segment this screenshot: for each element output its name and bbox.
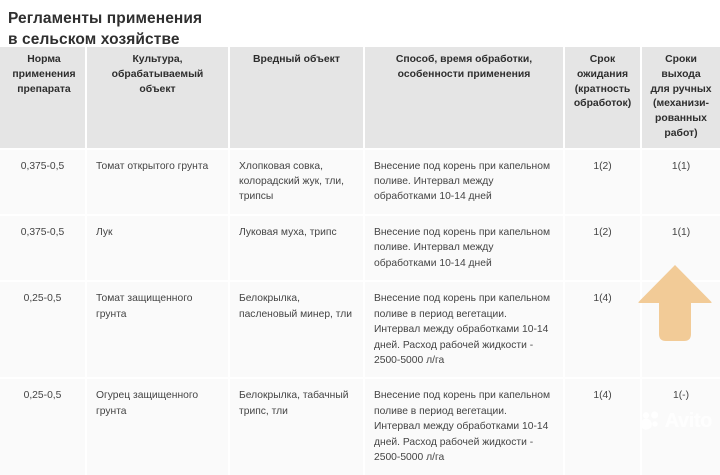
column-header-method-line-1: Способ, время обработки, [395,54,533,65]
cell-exit-period: 1(-) [640,379,720,475]
cell-method: Внесение под корень при капельном поливе… [363,215,563,283]
table-header-row: Норма применения препарата Культура, обр… [0,47,720,150]
cell-method: Внесение под корень при капельном поливе… [363,282,563,380]
column-header-pest: Вредный объект [228,47,363,150]
cell-exit-period: 1(1) [640,215,720,283]
cell-norm: 0,25-0,5 [0,282,85,380]
cell-pest: Белокрылка, табачный трипс, тли [228,379,363,475]
column-header-method-line-2: особенности применения [397,68,531,80]
cell-crop: Лук [85,215,228,283]
table-header: Норма применения препарата Культура, обр… [0,47,720,150]
page-title-line-1: Регламенты применения [8,10,203,27]
regulations-table: Норма применения препарата Культура, обр… [0,47,720,475]
column-header-pest-line-1: Вредный объект [253,54,340,65]
cell-waiting-period: 1(4) [563,282,640,380]
cell-norm: 0,25-0,5 [0,379,85,475]
cell-method: Внесение под корень при капельном поливе… [363,149,563,216]
cell-exit-period: 1(1) [640,149,720,216]
cell-crop: Огурец защищенного грунта [85,379,228,475]
column-header-wait-line-1: Срок [589,54,616,65]
cell-waiting-period: 1(2) [563,149,640,216]
column-header-norm-line-2: применения [12,68,76,80]
column-header-exit-line-2: выхода [661,68,701,80]
page-title-line-2: в сельском хозяйстве [8,30,180,48]
cell-waiting-period: 1(4) [563,379,640,475]
cell-crop: Томат защищенного грунта [85,282,228,380]
column-header-wait-line-3: (кратность [574,83,631,95]
column-header-norm: Норма применения препарата [0,47,85,150]
column-header-crop: Культура, обрабатываемый объект [85,47,228,150]
column-header-exit-line-1: Сроки [665,54,697,65]
column-header-exit-line-4: (механизи- [652,98,710,110]
table-body: 0,375-0,5 Томат открытого грунта Хлопков… [0,149,720,475]
column-header-wait-line-4: обработок) [573,98,632,110]
column-header-method: Способ, время обработки, особенности при… [363,47,563,150]
cell-norm: 0,375-0,5 [0,215,85,283]
column-header-crop-line-1: Культура, [132,54,183,65]
table-row: 0,375-0,5 Лук Луковая муха, трипс Внесен… [0,215,720,283]
cell-waiting-period: 1(2) [563,215,640,283]
cell-crop: Томат открытого грунта [85,149,228,216]
cell-pest: Хлопковая совка, колорадский жук, тли, т… [228,149,363,216]
table-row: 0,375-0,5 Томат открытого грунта Хлопков… [0,149,720,216]
cell-method: Внесение под корень при капельном поливе… [363,379,563,475]
table-row: 0,25-0,5 Огурец защищенного грунта Белок… [0,379,720,475]
column-header-crop-line-3: объект [139,83,176,95]
column-header-exit-line-3: для ручных [650,83,712,95]
column-header-exit-period: Сроки выхода для ручных (механизи- рован… [640,47,720,150]
column-header-wait-line-2: ожидания [576,68,629,80]
column-header-norm-line-3: препарата [17,83,71,95]
column-header-norm-line-1: Норма [27,54,61,65]
column-header-exit-line-6: работ) [664,127,698,139]
cell-pest: Белокрылка, пасленовый минер, тли [228,282,363,380]
page-title: Регламенты применения в сельском хозяйст… [0,0,720,48]
cell-norm: 0,375-0,5 [0,149,85,216]
table-row: 0,25-0,5 Томат защищенного грунта Белокр… [0,282,720,380]
column-header-exit-line-5: рованных [655,113,707,125]
cell-pest: Луковая муха, трипс [228,215,363,283]
column-header-crop-line-2: обрабатываемый [111,68,204,80]
column-header-waiting-period: Срок ожидания (кратность обработок) [563,47,640,150]
cell-exit-period: 1(-) [640,282,720,380]
